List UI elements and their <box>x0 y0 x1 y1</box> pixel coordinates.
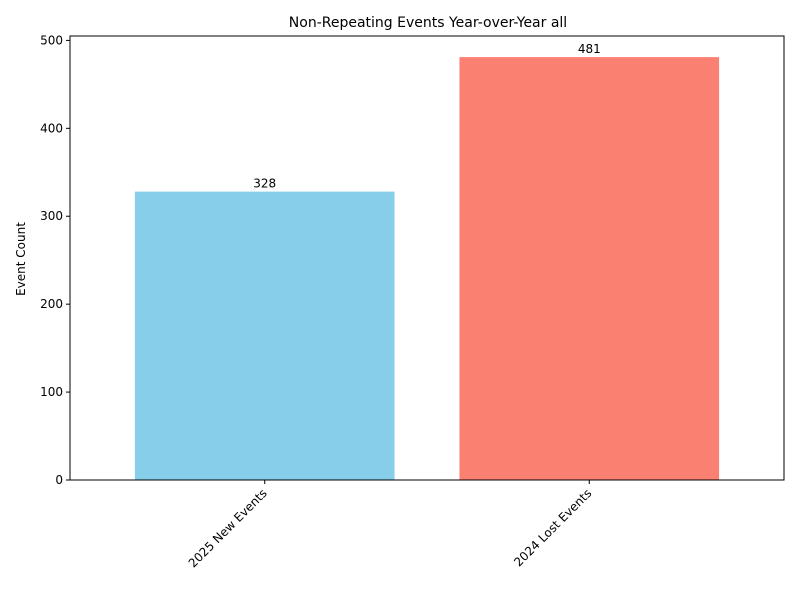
data-label: 328 <box>253 177 276 191</box>
chart-title: Non-Repeating Events Year-over-Year all <box>289 15 567 31</box>
y-tick-label: 300 <box>40 209 63 223</box>
x-tick-label: 2025 New Events <box>186 486 270 570</box>
y-tick-label: 100 <box>40 385 63 399</box>
y-tick-label: 200 <box>40 297 63 311</box>
x-tick-label: 2024 Lost Events <box>511 486 594 569</box>
y-tick-label: 400 <box>40 121 63 135</box>
y-axis-label: Event Count <box>14 222 28 296</box>
axes-frame <box>69 35 785 481</box>
data-label: 481 <box>578 42 601 56</box>
y-tick-label: 0 <box>55 473 63 487</box>
plot-area: 328 2025 New Events 481 2024 Lost Events 0 10… <box>40 33 785 570</box>
bar <box>459 57 720 481</box>
bar <box>134 191 395 480</box>
y-tick-label: 500 <box>40 33 63 47</box>
